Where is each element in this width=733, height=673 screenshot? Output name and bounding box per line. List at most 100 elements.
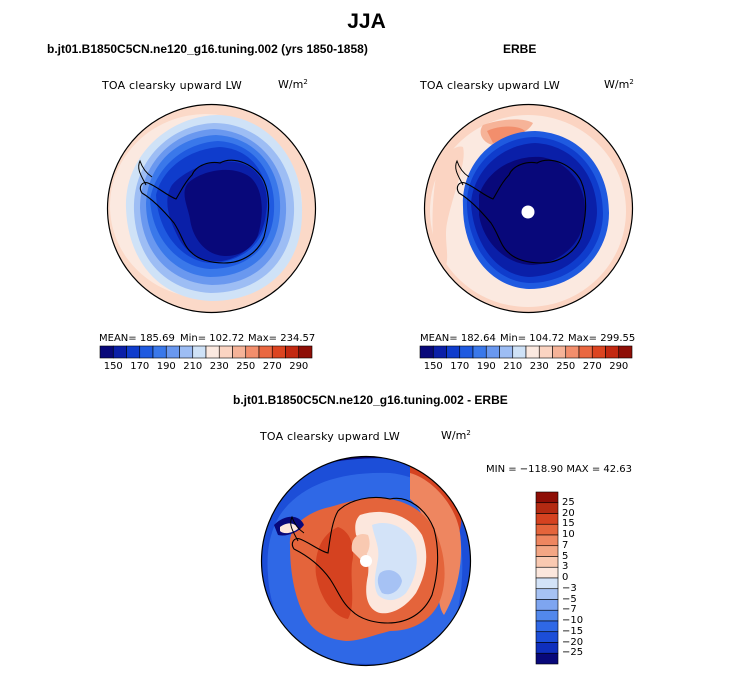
colorbar-tick-label: 190 [156, 361, 176, 372]
colorbar-swatch [535, 652, 559, 665]
colorbar-swatch [535, 631, 559, 643]
colorbar-swatch [218, 345, 233, 359]
colorbar-tick-label: 10 [562, 529, 575, 540]
panel-obs-min: Min= 104.72 [500, 333, 565, 344]
colorbar-tick-label: 170 [130, 361, 150, 372]
colorbar-tick-label: 5 [562, 550, 569, 562]
colorbar-swatch [535, 620, 559, 633]
colorbar-swatch [618, 345, 633, 359]
colorbar-tick-label: −15 [562, 625, 584, 637]
colorbar-tick-label: 250 [556, 361, 576, 372]
colorbar-swatch [535, 588, 559, 600]
panel-diff-polar-map [260, 455, 472, 667]
colorbar-swatch [538, 345, 553, 359]
colorbar-tick-label: 270 [262, 361, 282, 372]
colorbar-tick-label: −3 [562, 582, 577, 594]
colorbar-swatch [285, 345, 300, 359]
colorbar-tick-label: 0 [562, 572, 569, 583]
panel-obs-max: Max= 299.55 [568, 333, 636, 344]
panel-diff-units: W/m2 [441, 429, 471, 442]
colorbar-swatch [298, 345, 313, 359]
colorbar-swatch [535, 566, 559, 579]
colorbar-tick-label: 150 [423, 361, 443, 372]
colorbar-swatch [578, 345, 593, 359]
colorbar-swatch [535, 491, 559, 504]
colorbar-swatch [535, 513, 559, 525]
colorbar-tick-label: 7 [562, 539, 569, 551]
colorbar-tick-label: 270 [582, 361, 602, 372]
colorbar-tick-label: 210 [503, 361, 523, 372]
colorbar-swatch [112, 345, 127, 359]
panel-model-polar-map [106, 103, 317, 314]
figure-title: JJA [347, 10, 386, 33]
colorbar-swatch [535, 502, 559, 514]
colorbar-tick-label: 170 [450, 361, 470, 372]
colorbar-swatch [535, 556, 559, 568]
colorbar-swatch [419, 345, 434, 359]
colorbar-swatch [535, 642, 559, 654]
colorbar-swatch [179, 345, 194, 359]
panel-obs-polar-map [423, 103, 634, 314]
colorbar-swatch [591, 345, 606, 359]
colorbar-swatch [192, 345, 207, 359]
colorbar-swatch [472, 345, 487, 359]
colorbar-swatch [446, 345, 461, 359]
colorbar-swatch [512, 345, 527, 359]
colorbar-tick-label: −5 [562, 593, 577, 605]
panel-obs-units: W/m2 [604, 78, 634, 91]
panel-model-colorbar [99, 345, 313, 359]
panel-diff-colorbar [535, 491, 559, 665]
colorbar-tick-label: 15 [562, 518, 575, 530]
colorbar-swatch [432, 345, 447, 359]
colorbar-swatch [165, 345, 180, 359]
colorbar-tick-label: −10 [562, 615, 584, 626]
panel-model-min: Min= 102.72 [180, 333, 245, 344]
colorbar-swatch [605, 345, 620, 359]
panel-obs-colorbar [419, 345, 633, 359]
colorbar-tick-label: 3 [562, 561, 569, 573]
colorbar-tick-label: 210 [183, 361, 203, 372]
colorbar-swatch [232, 345, 247, 359]
colorbar-swatch [535, 609, 559, 622]
panel-model-mean: MEAN= 185.69 [99, 333, 175, 344]
colorbar-tick-label: 290 [289, 361, 309, 372]
colorbar-swatch [565, 345, 580, 359]
colorbar-tick-label: −7 [562, 604, 577, 616]
colorbar-swatch [525, 345, 540, 359]
colorbar-tick-label: 230 [209, 361, 229, 372]
colorbar-tick-label: 190 [476, 361, 496, 372]
colorbar-tick-label: 250 [236, 361, 256, 372]
colorbar-tick-label: −20 [562, 636, 584, 648]
colorbar-tick-label: 20 [562, 507, 575, 519]
panel-obs-title: ERBE [503, 42, 537, 56]
panel-diff-variable-label: TOA clearsky upward LW [260, 430, 400, 443]
panel-model-title: b.jt01.B1850C5CN.ne120_g16.tuning.002 (y… [47, 42, 368, 56]
colorbar-swatch [271, 345, 286, 359]
colorbar-swatch [535, 577, 559, 590]
colorbar-swatch [459, 345, 474, 359]
colorbar-swatch [126, 345, 141, 359]
colorbar-tick-label: 230 [529, 361, 549, 372]
panel-model-units: W/m2 [278, 78, 308, 91]
colorbar-swatch [152, 345, 167, 359]
colorbar-swatch [205, 345, 220, 359]
panel-model-max: Max= 234.57 [248, 333, 316, 344]
colorbar-swatch [535, 599, 559, 611]
colorbar-tick-label: 150 [103, 361, 123, 372]
panel-diff-title: b.jt01.B1850C5CN.ne120_g16.tuning.002 - … [233, 393, 508, 407]
panel-diff-minmax: MIN = −118.90 MAX = 42.63 [486, 464, 633, 475]
colorbar-swatch [552, 345, 567, 359]
colorbar-tick-label: −25 [562, 647, 584, 659]
colorbar-swatch [535, 523, 559, 536]
colorbar-swatch [499, 345, 514, 359]
colorbar-swatch [99, 345, 114, 359]
colorbar-swatch [139, 345, 154, 359]
colorbar-swatch [535, 534, 559, 547]
colorbar-tick-label: 290 [609, 361, 629, 372]
colorbar-swatch [258, 345, 273, 359]
panel-model-variable-label: TOA clearsky upward LW [102, 79, 242, 92]
panel-obs-mean: MEAN= 182.64 [420, 333, 496, 344]
colorbar-swatch [535, 545, 559, 557]
colorbar-tick-label: 25 [562, 496, 575, 508]
panel-obs-variable-label: TOA clearsky upward LW [420, 79, 560, 92]
